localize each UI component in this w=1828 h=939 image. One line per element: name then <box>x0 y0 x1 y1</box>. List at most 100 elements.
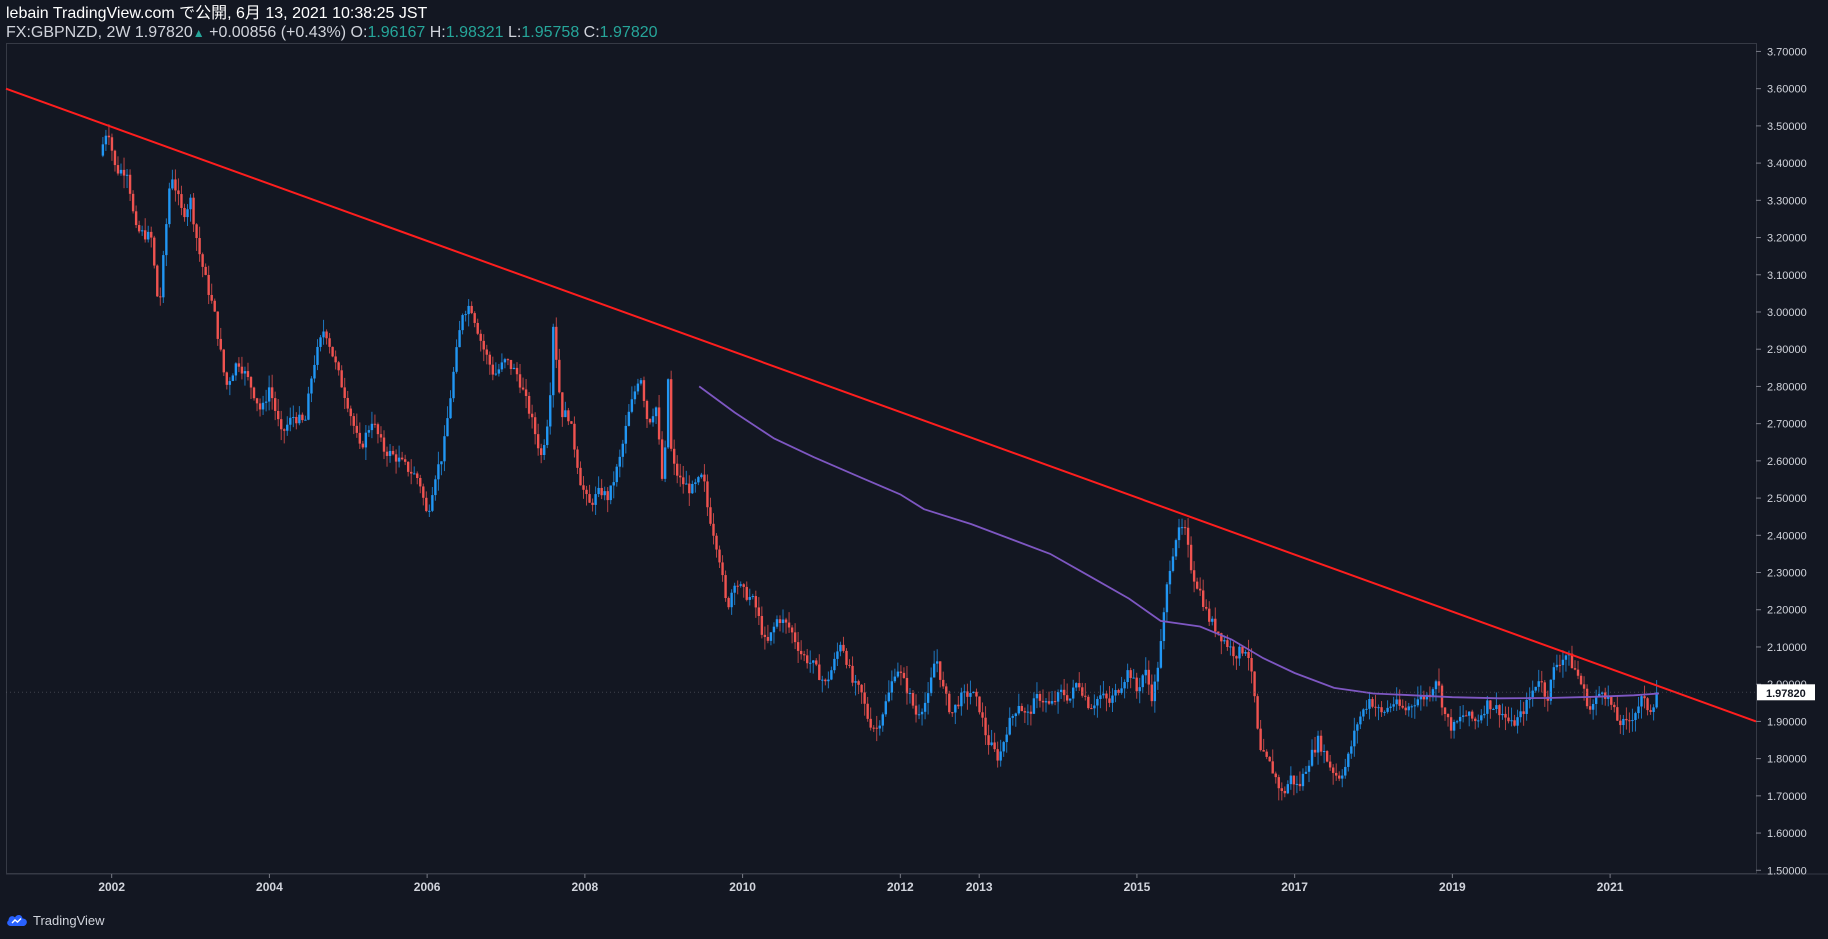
candle-body <box>905 677 909 694</box>
candle-body <box>1443 707 1447 715</box>
candle-body <box>1150 684 1154 702</box>
candle-body <box>884 701 887 715</box>
candle-body <box>1498 705 1501 716</box>
candle-body <box>1522 711 1525 714</box>
candle-body <box>615 466 618 483</box>
candle-body <box>1008 717 1011 735</box>
candle-body <box>1017 705 1020 714</box>
candle-body <box>706 481 709 508</box>
candle-body <box>1011 716 1014 718</box>
y-axis[interactable]: 1.500001.600001.700001.800001.900002.000… <box>1756 46 1807 877</box>
x-tick-label: 2008 <box>572 880 599 894</box>
x-tick-label: 2013 <box>966 880 993 894</box>
x-tick-label: 2012 <box>887 880 914 894</box>
x-axis[interactable]: 2002 2004 2006 2008 2010 2012 2013 2015 2017 2019… <box>98 874 1624 894</box>
candle-body <box>612 482 615 486</box>
candle-body <box>1492 709 1495 711</box>
candle-body <box>186 209 189 218</box>
candle-body <box>1471 711 1474 719</box>
candle-body <box>352 416 355 426</box>
candle-body <box>1350 746 1353 754</box>
candle-body <box>440 461 443 465</box>
candle-body <box>1422 695 1426 700</box>
candle-body <box>1144 669 1147 676</box>
candle-body <box>1619 720 1622 726</box>
candle-body <box>119 169 123 174</box>
candle-body <box>1123 682 1126 689</box>
candle-body <box>660 439 664 479</box>
trendline[interactable] <box>5 87 1757 723</box>
candle-body <box>355 425 358 433</box>
candle-body <box>1564 655 1568 660</box>
candle-body <box>1259 728 1262 751</box>
candle-body <box>292 416 295 418</box>
trendline-layer[interactable] <box>5 87 1757 723</box>
candle-body <box>113 150 117 166</box>
candle-body <box>597 487 600 495</box>
candle-body <box>1486 700 1489 714</box>
candle-body <box>264 401 268 403</box>
candle-body <box>546 426 549 446</box>
candle-body <box>252 387 256 399</box>
y-tick-label: 1.70000 <box>1767 791 1807 803</box>
candle-body <box>397 457 401 462</box>
candle-body <box>1582 684 1586 689</box>
candle-body <box>1540 681 1543 683</box>
candle-body <box>1401 705 1404 708</box>
candle-body <box>419 477 422 487</box>
candle-body <box>1561 659 1565 666</box>
candle-body <box>298 414 301 424</box>
candle-body <box>322 331 325 338</box>
candle-body <box>1062 689 1066 696</box>
candle-body <box>1483 713 1486 716</box>
candle-body <box>1507 717 1510 722</box>
candle-body <box>150 231 153 238</box>
candle-body <box>367 430 371 433</box>
candle-body <box>434 479 437 496</box>
candle-body <box>177 190 180 195</box>
candle-body <box>1601 692 1604 694</box>
candle-body <box>582 485 585 490</box>
candle-body <box>319 337 322 347</box>
candle-body <box>1032 698 1036 714</box>
candle-body <box>1217 631 1220 634</box>
candle-body <box>812 660 815 663</box>
candle-body <box>1413 705 1416 707</box>
candle-body <box>1537 681 1540 687</box>
candle-body <box>1223 640 1226 642</box>
candle-body <box>258 403 262 410</box>
candle-body <box>836 651 839 659</box>
candle-body <box>917 714 921 716</box>
candle-body <box>455 347 458 372</box>
candle-body <box>137 225 141 232</box>
candle-body <box>966 691 969 697</box>
candle-body <box>929 677 933 694</box>
candle-body <box>1162 612 1166 642</box>
candle-body <box>1041 700 1045 703</box>
candle-body <box>948 693 951 713</box>
candle-body <box>1552 667 1556 680</box>
candle-body <box>558 359 561 393</box>
candle-body <box>945 686 948 694</box>
candle-body <box>171 179 174 189</box>
tradingview-logo[interactable]: TradingView <box>6 910 105 930</box>
candle-body <box>485 349 488 355</box>
candle-body <box>1247 652 1250 659</box>
candle-body <box>1631 720 1634 722</box>
candle-body <box>304 419 307 421</box>
candle-body <box>1229 646 1232 648</box>
candle-body <box>1235 656 1238 659</box>
candle-body <box>1325 751 1329 762</box>
candle-body <box>1392 704 1395 707</box>
candle-body <box>902 672 906 678</box>
candle-body <box>533 417 537 435</box>
candle-body <box>1655 692 1658 708</box>
candle-body <box>1283 790 1287 794</box>
candle-body <box>802 654 806 656</box>
candle-body <box>382 437 386 452</box>
candle-body <box>1201 590 1205 607</box>
candle-body <box>364 432 368 448</box>
candle-body <box>240 366 244 374</box>
candle-body <box>914 705 918 715</box>
